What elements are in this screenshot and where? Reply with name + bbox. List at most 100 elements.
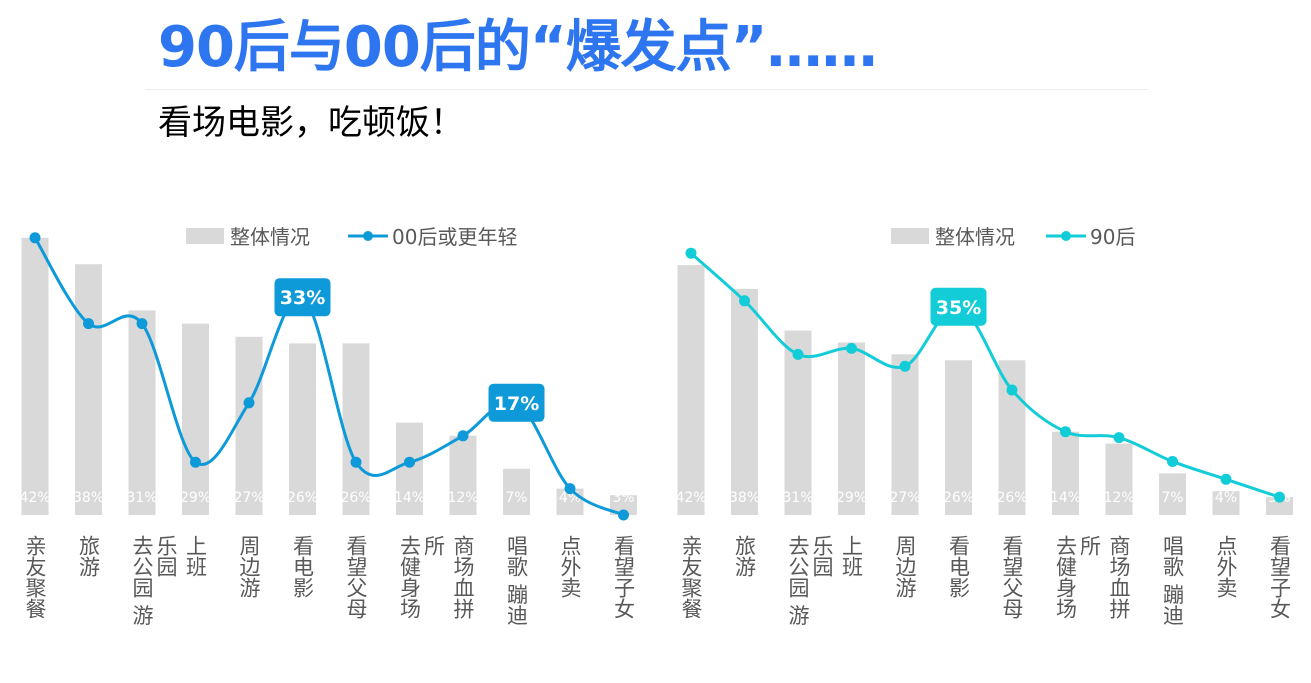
line-point <box>1167 455 1178 467</box>
category-label: 亲友聚餐 <box>23 535 47 619</box>
line-point <box>564 483 576 495</box>
bar <box>1105 443 1133 515</box>
bar <box>1159 473 1186 515</box>
line-point <box>846 342 857 354</box>
line-point <box>1060 426 1071 438</box>
bar-data-label: 31% <box>126 490 157 506</box>
category-label: 看电影 <box>946 535 971 598</box>
category-label: 看望父母 <box>1000 535 1024 619</box>
category-label: 商场血拼 <box>1107 535 1131 619</box>
bar-data-label: 7% <box>505 490 527 506</box>
bar <box>1266 497 1293 515</box>
highlight-label: 17% <box>494 393 539 415</box>
legend-line-marker <box>363 231 373 241</box>
bar <box>945 360 972 515</box>
highlight-label: 33% <box>280 287 325 309</box>
bar <box>289 343 316 515</box>
category-label: 上班 <box>183 535 208 577</box>
legend-line-label: 90后 <box>1090 225 1135 249</box>
legend-bar-swatch <box>891 228 929 244</box>
bar-data-label: 26% <box>996 490 1027 506</box>
bar-data-label: 3% <box>612 490 634 506</box>
line-point <box>190 456 201 468</box>
bar-data-label: 42% <box>19 490 50 506</box>
category-label: 点外卖 <box>1214 535 1238 598</box>
bar <box>21 237 49 516</box>
bar-data-label: 42% <box>675 490 706 506</box>
page-subtitle: 看场电影，吃顿饭！ <box>158 103 464 143</box>
category-label: 唱歌 蹦迪 <box>504 535 529 626</box>
chart-1: 整体情况 00后或更年轻 42% 38% 31% 29% 27% 26% 26% 14% 12% 7%… <box>19 225 637 521</box>
line-point <box>350 456 362 468</box>
bar <box>182 323 209 515</box>
bar <box>610 495 637 515</box>
bar-data-label: 29% <box>836 490 867 506</box>
bar-data-label: 29% <box>180 490 211 506</box>
chart-2: 整体情况90后42%38%31%29%27%26%26%14%12%7%4%3%… <box>675 225 1293 515</box>
line-point <box>685 247 697 259</box>
line-point <box>457 430 469 442</box>
category-label: 去健身场所 <box>1053 535 1102 619</box>
bar-data-label: 26% <box>340 490 371 506</box>
bar <box>677 265 705 515</box>
highlight-label-box <box>274 278 331 317</box>
line-point <box>29 232 41 244</box>
category-label: 旅游 <box>732 535 757 577</box>
line-point <box>1274 491 1285 503</box>
bar-data-label: 14% <box>1050 490 1081 506</box>
category-label: 周边游 <box>237 535 261 598</box>
line-point <box>136 318 148 330</box>
highlight-label-box <box>488 383 545 422</box>
bar <box>235 336 263 515</box>
bar <box>75 264 102 515</box>
bar <box>449 435 477 515</box>
bar-data-label: 7% <box>1161 490 1183 506</box>
bar-data-label: 12% <box>1103 490 1134 506</box>
category-label: 唱歌 蹦迪 <box>1160 535 1185 626</box>
divider <box>145 89 1148 90</box>
category-label: 看电影 <box>290 535 315 598</box>
line-point <box>899 360 911 372</box>
bar-data-label: 31% <box>782 490 813 506</box>
bar-data-label: 26% <box>943 490 974 506</box>
line-point <box>1220 473 1232 485</box>
line-point <box>1113 432 1125 444</box>
line-point <box>618 509 629 521</box>
category-label: 点外卖 <box>558 535 582 598</box>
bar-data-label: 12% <box>447 490 478 506</box>
bar <box>891 354 919 515</box>
category-label: 去公园 游乐园 <box>130 535 178 626</box>
bar <box>1052 431 1079 515</box>
category-label: 商场血拼 <box>451 535 475 619</box>
bar-data-label: 26% <box>287 490 318 506</box>
line-point <box>404 456 415 468</box>
category-label: 看望父母 <box>344 535 368 619</box>
category-label: 旅游 <box>76 535 101 577</box>
legend-bar-swatch <box>186 228 224 244</box>
bar <box>731 288 758 515</box>
page-title: 90后与00后的“爆发点”…… <box>158 15 877 80</box>
series-line <box>33 237 625 517</box>
legend-bar-label: 整体情况 <box>935 225 1015 249</box>
line-point <box>1006 384 1018 396</box>
category-label: 去健身场所 <box>397 535 446 619</box>
category-label: 看望子女 <box>611 535 636 619</box>
bar-data-label: 38% <box>73 490 104 506</box>
line-point <box>83 318 94 330</box>
bar <box>503 468 530 515</box>
legend-bar-label: 整体情况 <box>230 225 310 249</box>
bar-data-label: 4% <box>1215 490 1237 506</box>
bar <box>784 330 812 515</box>
category-label: 去公园 游乐园 <box>786 535 834 626</box>
bar <box>396 422 423 515</box>
legend-line-marker <box>1061 231 1071 241</box>
category-label: 上班 <box>839 535 864 577</box>
category-label: 看望子女 <box>1267 535 1292 619</box>
line-point <box>739 295 750 307</box>
highlight-label: 35% <box>936 297 981 319</box>
category-label: 亲友聚餐 <box>679 535 703 619</box>
legend-line-label: 00后或更年轻 <box>392 225 517 249</box>
bar <box>838 342 865 515</box>
line-point <box>243 397 255 409</box>
